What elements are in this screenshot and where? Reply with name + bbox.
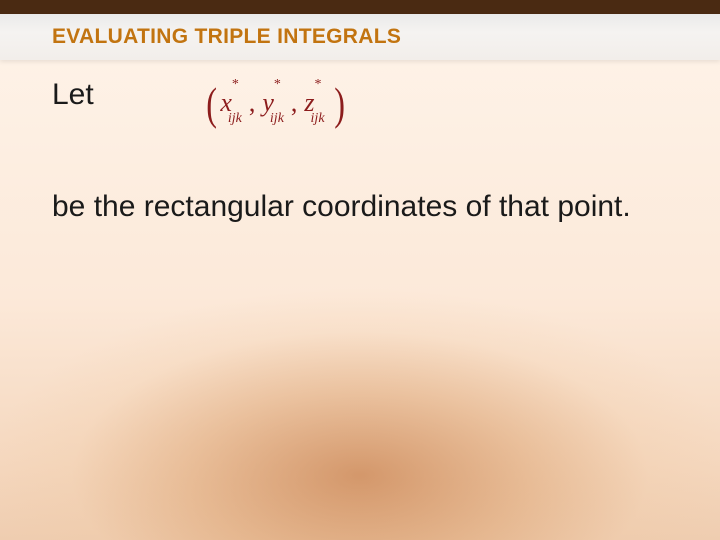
top-accent-bar xyxy=(0,0,720,14)
formula: ( x * ijk , y * ijk , z * ijk xyxy=(204,88,464,118)
title-strip: EVALUATING TRIPLE INTEGRALS xyxy=(0,14,720,60)
comma-2: , xyxy=(291,88,298,118)
term-z-sup: * xyxy=(315,77,322,93)
term-x-sup: * xyxy=(232,77,239,93)
slide-title: EVALUATING TRIPLE INTEGRALS xyxy=(0,25,401,49)
content-area: Let ( x * ijk , y * ijk , z * xyxy=(52,72,668,231)
term-y-sub: ijk xyxy=(270,111,284,127)
comma-1: , xyxy=(249,88,256,118)
term-x-sub: ijk xyxy=(228,111,242,127)
term-z-sub: ijk xyxy=(311,111,325,127)
term-x: x * ijk xyxy=(220,88,232,118)
term-y: y * ijk xyxy=(262,88,274,118)
term-z: z * ijk xyxy=(304,88,314,118)
slide: EVALUATING TRIPLE INTEGRALS Let ( x * ij… xyxy=(0,0,720,540)
text-description: be the rectangular coordinates of that p… xyxy=(52,184,668,231)
term-y-sup: * xyxy=(274,77,281,93)
